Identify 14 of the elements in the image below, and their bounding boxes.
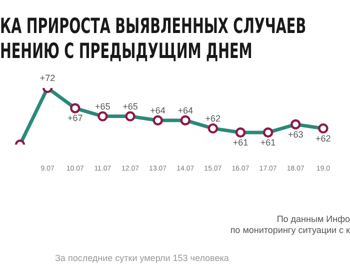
chart-title: КА ПРИРОСТА ВЫЯВЛЕННЫХ СЛУЧАЕВ НЕНИЮ С ПРЕДЫДУЩИМ ДНЕМ [0,14,306,64]
data-label: +63 [288,129,304,140]
data-label: +65 [95,101,110,112]
data-label: +67 [67,113,83,124]
data-label: +62 [316,133,331,144]
data-label: +65 [122,101,138,112]
data-label: +64 [150,105,166,116]
text: По данным Инфо по мониторингу ситуации с к [230,214,350,236]
data-label: +64 [178,105,194,116]
text: За последние сутки умерли 153 человека [55,253,229,263]
data-label: +61 [260,137,276,148]
data-label: +61 [232,137,248,148]
data-label: +62 [205,113,221,124]
data-label: +72 [40,72,56,83]
